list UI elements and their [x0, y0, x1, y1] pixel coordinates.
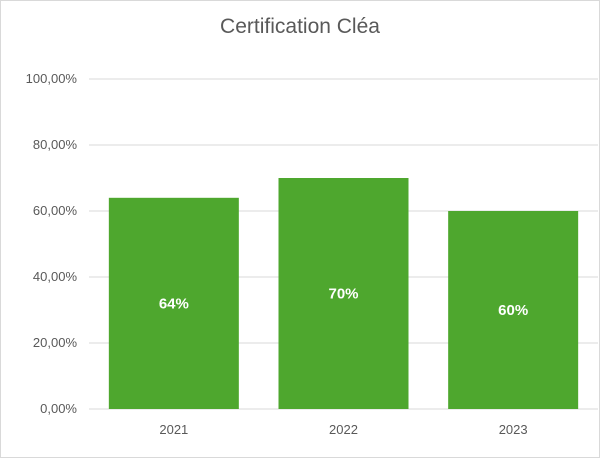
x-tick-label: 2021 — [159, 422, 188, 437]
x-tick-label: 2023 — [499, 422, 528, 437]
data-label: 60% — [498, 302, 528, 319]
bar — [108, 197, 239, 409]
y-tick-label: 40,00% — [33, 269, 78, 284]
y-tick-label: 0,00% — [40, 401, 77, 416]
chart-title: Certification Cléa — [220, 15, 380, 38]
y-tick-label: 20,00% — [33, 335, 78, 350]
bar — [278, 178, 409, 409]
data-label: 64% — [159, 295, 189, 312]
y-tick-label: 100,00% — [26, 71, 78, 86]
x-tick-label: 2022 — [329, 422, 358, 437]
data-label: 70% — [328, 286, 358, 303]
y-tick-label: 60,00% — [33, 203, 78, 218]
y-tick-label: 80,00% — [33, 137, 78, 152]
bar — [448, 211, 579, 409]
